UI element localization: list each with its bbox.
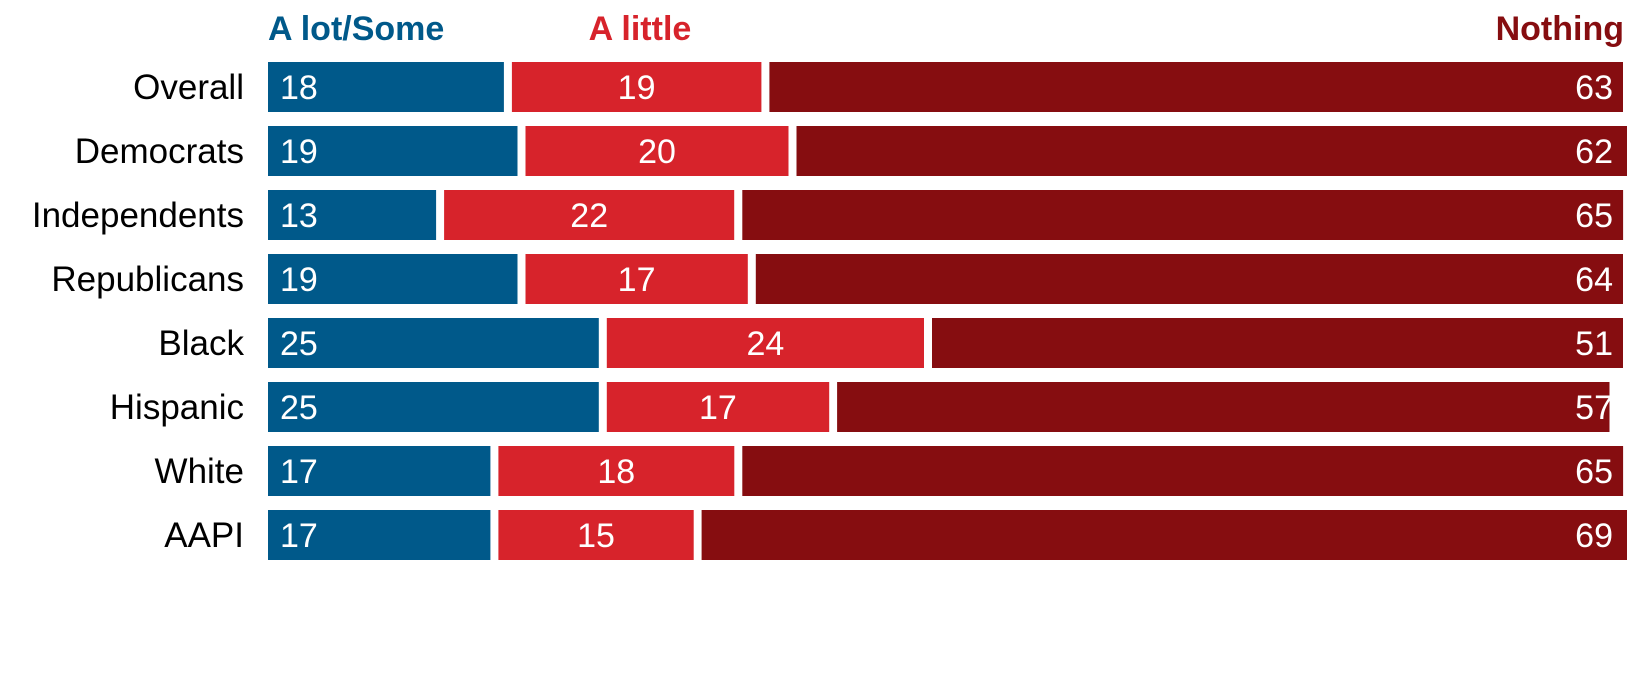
bar-white-a-lot-some (268, 446, 491, 496)
bar-hispanic-a-little (606, 382, 830, 432)
bar-black-a-lot-some (268, 318, 599, 368)
bar-independents-a-little (444, 190, 735, 240)
bar-hispanic-nothing (837, 382, 1610, 432)
value-label-aapi-a-lot-some: 17 (280, 517, 318, 555)
bar-aapi-a-lot-some (268, 510, 491, 560)
value-label-hispanic-a-little: 17 (699, 389, 737, 427)
value-label-democrats-nothing: 62 (1575, 133, 1613, 171)
value-label-hispanic-a-lot-some: 25 (280, 389, 318, 427)
value-label-overall-a-little: 19 (618, 69, 656, 107)
bar-aapi-nothing (701, 510, 1627, 560)
bar-overall-a-little (511, 62, 762, 112)
legend: A lot/Some A little Nothing (268, 10, 1624, 48)
row-label-democrats: Democrats (75, 132, 244, 171)
bar-republicans-nothing (755, 254, 1623, 304)
value-label-independents-nothing: 65 (1575, 197, 1613, 235)
bar-democrats-a-lot-some (268, 126, 518, 176)
row-label-independents: Independents (32, 196, 244, 235)
bar-aapi-a-little (498, 510, 694, 560)
row-label-overall: Overall (133, 68, 244, 107)
value-label-republicans-a-lot-some: 19 (280, 261, 318, 299)
bar-independents-a-lot-some (268, 190, 437, 240)
value-label-aapi-nothing: 69 (1575, 517, 1613, 555)
bar-overall-a-lot-some (268, 62, 504, 112)
bar-black-a-little (606, 318, 924, 368)
row-label-republicans: Republicans (51, 260, 244, 299)
value-label-hispanic-nothing: 57 (1575, 389, 1613, 427)
row-label-aapi: AAPI (164, 516, 244, 555)
legend-label-a-little: A little (589, 10, 692, 48)
bar-black-nothing (932, 318, 1623, 368)
value-label-independents-a-little: 22 (570, 197, 608, 235)
value-label-black-a-lot-some: 25 (280, 325, 318, 363)
bar-democrats-a-little (525, 126, 789, 176)
bar-democrats-nothing (796, 126, 1627, 176)
value-label-white-a-little: 18 (597, 453, 635, 491)
bar-overall-nothing (769, 62, 1623, 112)
row-label-hispanic: Hispanic (110, 388, 244, 427)
value-label-democrats-a-little: 20 (638, 133, 676, 171)
value-label-white-nothing: 65 (1575, 453, 1613, 491)
legend-label-a-lot-some: A lot/Some (268, 10, 444, 48)
bar-independents-nothing (742, 190, 1624, 240)
value-label-black-nothing: 51 (1575, 325, 1613, 363)
bar-republicans-a-little (525, 254, 748, 304)
value-label-overall-a-lot-some: 18 (280, 69, 318, 107)
bar-white-a-little (498, 446, 735, 496)
value-label-overall-nothing: 63 (1575, 69, 1613, 107)
row-label-white: White (155, 452, 244, 491)
legend-label-nothing: Nothing (1496, 10, 1624, 48)
value-labels: 18 19 63 19 20 62 13 22 65 19 17 64 25 24 51 25 17 57 17 18… (280, 69, 1613, 555)
bars (268, 62, 1627, 560)
value-label-democrats-a-lot-some: 19 (280, 133, 318, 171)
value-label-independents-a-lot-some: 13 (280, 197, 318, 235)
bar-republicans-a-lot-some (268, 254, 518, 304)
row-labels: Overall Democrats Independents Republicans B… (32, 68, 245, 555)
bar-hispanic-a-lot-some (268, 382, 599, 432)
value-label-aapi-a-little: 15 (577, 517, 615, 555)
value-label-white-a-lot-some: 17 (280, 453, 318, 491)
value-label-republicans-nothing: 64 (1575, 261, 1613, 299)
value-label-black-a-little: 24 (746, 325, 784, 363)
value-label-republicans-a-little: 17 (618, 261, 656, 299)
row-label-black: Black (158, 324, 244, 363)
bar-white-nothing (742, 446, 1624, 496)
